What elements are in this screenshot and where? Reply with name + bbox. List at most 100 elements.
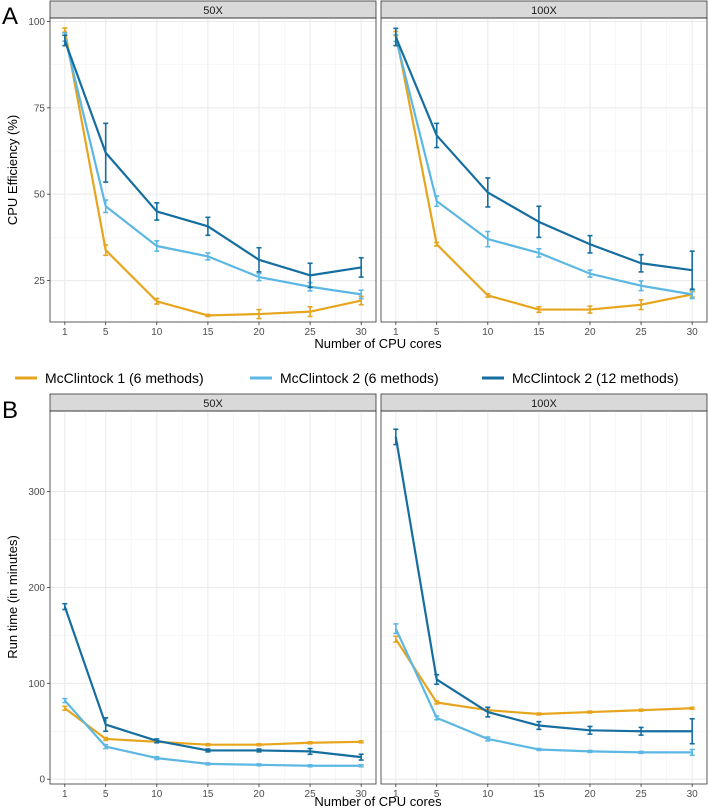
error-bar-mcclintock-1-6-methods — [154, 297, 160, 305]
error-bar-mcclintock-2-12-methods — [536, 720, 542, 731]
error-bar-mcclintock-2-12-methods — [434, 673, 440, 686]
panel-letter-b: B — [2, 397, 18, 424]
error-bar-mcclintock-2-6-methods — [638, 750, 644, 755]
y-axis-title-b: Run time (in minutes) — [5, 535, 20, 659]
error-bar-mcclintock-1-6-methods — [638, 299, 644, 311]
error-bar-mcclintock-1-6-methods — [256, 308, 262, 320]
error-bar-mcclintock-1-6-methods — [536, 712, 542, 716]
y-axis-ticks: 0 100 200 300 — [28, 487, 50, 786]
error-bar-mcclintock-2-6-methods — [307, 764, 313, 768]
error-bar-mcclintock-2-6-methods — [62, 697, 68, 704]
error-bar-mcclintock-1-6-methods — [587, 710, 593, 714]
legend: McClintock 1 (6 methods) McClintock 2 (6… — [15, 370, 679, 386]
legend-label-mcclintock2-6: McClintock 2 (6 methods) — [280, 370, 439, 386]
error-bar-mcclintock-1-6-methods — [62, 705, 68, 711]
x-axis-ticks: 1 5 10 15 20 25 30 — [62, 322, 367, 338]
legend-label-mcclintock2-12: McClintock 2 (12 methods) — [512, 370, 679, 386]
x-tick-label: 30 — [687, 789, 699, 800]
x-axis-title-a: Number of CPU cores — [314, 336, 442, 351]
error-bar-mcclintock-2-6-methods — [434, 715, 440, 721]
facet-title: 50X — [203, 5, 223, 17]
error-bar-mcclintock-2-12-methods — [393, 27, 399, 47]
y-axis-title-a: CPU Efficiency (%) — [5, 115, 20, 225]
x-tick-label: 25 — [305, 327, 317, 338]
error-bar-mcclintock-2-12-methods — [485, 177, 491, 208]
series-line-mcclintock-2-12-methods — [394, 436, 693, 733]
error-bar-mcclintock-2-6-methods — [689, 289, 695, 300]
error-bar-mcclintock-1-6-methods — [103, 736, 109, 742]
error-bar-mcclintock-1-6-methods — [536, 305, 542, 314]
error-bar-mcclintock-2-12-methods — [154, 738, 160, 744]
error-bar-mcclintock-2-6-methods — [689, 748, 695, 757]
error-bar-mcclintock-2-6-methods — [485, 736, 491, 742]
x-tick-label: 15 — [202, 789, 214, 800]
panel-b-facet-100x: 100X 1 5 10 15 20 25 30 — [380, 393, 708, 800]
x-tick-label: 10 — [151, 789, 163, 800]
y-axis-ticks: 25 50 75 100 — [28, 17, 50, 287]
error-bar-mcclintock-2-12-methods — [485, 706, 491, 718]
x-tick-label: 15 — [533, 327, 545, 338]
error-bar-mcclintock-2-6-methods — [358, 764, 364, 768]
x-tick-label: 1 — [393, 327, 399, 338]
x-tick-label: 1 — [62, 327, 68, 338]
error-bar-mcclintock-2-6-methods — [638, 280, 644, 292]
x-tick-label: 15 — [533, 789, 545, 800]
error-bar-mcclintock-2-6-methods — [205, 252, 211, 261]
error-bar-mcclintock-2-12-methods — [307, 747, 313, 756]
x-axis-title-b: Number of CPU cores — [314, 794, 442, 809]
y-tick-label: 75 — [34, 103, 46, 114]
error-bar-mcclintock-2-6-methods — [154, 240, 160, 252]
error-bar-mcclintock-2-12-methods — [307, 262, 313, 289]
error-bar-mcclintock-2-12-methods — [434, 122, 440, 149]
error-bar-mcclintock-2-12-methods — [256, 246, 262, 273]
legend-label-mcclintock1-6: McClintock 1 (6 methods) — [45, 370, 204, 386]
panel-letter-a: A — [2, 3, 18, 30]
facet-title: 50X — [203, 398, 223, 410]
error-bar-mcclintock-2-6-methods — [256, 272, 262, 282]
error-bar-mcclintock-2-6-methods — [536, 247, 542, 258]
x-tick-label: 25 — [305, 789, 317, 800]
series-line-mcclintock-2-6-methods — [63, 699, 362, 767]
facet-frame — [380, 17, 708, 323]
x-tick-label: 5 — [103, 789, 109, 800]
x-tick-label: 30 — [356, 327, 368, 338]
error-bar-mcclintock-1-6-methods — [62, 27, 68, 33]
x-tick-label: 20 — [584, 789, 596, 800]
grid — [50, 18, 376, 322]
error-bar-mcclintock-1-6-methods — [307, 741, 313, 745]
error-bar-mcclintock-2-6-methods — [256, 763, 262, 767]
x-tick-label: 10 — [482, 327, 494, 338]
error-bar-mcclintock-2-12-methods — [638, 253, 644, 273]
error-bar-mcclintock-2-12-methods — [205, 216, 211, 237]
x-tick-label: 20 — [253, 327, 265, 338]
error-bar-mcclintock-2-6-methods — [434, 195, 440, 208]
x-tick-label: 30 — [687, 327, 699, 338]
error-bar-mcclintock-2-12-methods — [103, 122, 109, 183]
error-bar-mcclintock-1-6-methods — [205, 313, 211, 318]
error-bar-mcclintock-2-12-methods — [587, 234, 593, 254]
error-bar-mcclintock-2-12-methods — [638, 726, 644, 736]
error-bar-mcclintock-2-6-methods — [358, 289, 364, 300]
panel-a-facet-100x: 100X 1 5 10 15 20 25 30 — [380, 0, 708, 338]
x-tick-label: 5 — [103, 327, 109, 338]
error-bar-mcclintock-1-6-methods — [485, 292, 491, 298]
error-bar-mcclintock-1-6-methods — [307, 305, 313, 318]
x-tick-label: 10 — [482, 789, 494, 800]
error-bar-mcclintock-2-6-methods — [103, 199, 109, 214]
error-bar-mcclintock-2-12-methods — [393, 428, 399, 446]
error-bar-mcclintock-1-6-methods — [638, 708, 644, 712]
error-bar-mcclintock-1-6-methods — [689, 706, 695, 711]
series-line-mcclintock-2-12-methods — [63, 606, 362, 759]
error-bar-mcclintock-1-6-methods — [434, 241, 440, 247]
error-bar-mcclintock-2-12-methods — [689, 717, 695, 745]
facet-title: 100X — [531, 398, 557, 410]
x-tick-label: 25 — [636, 789, 648, 800]
error-bar-mcclintock-2-12-methods — [62, 34, 68, 47]
facet-frame — [49, 17, 377, 323]
x-axis-ticks: 1 5 10 15 20 25 30 — [393, 784, 698, 800]
error-bar-mcclintock-1-6-methods — [358, 740, 364, 744]
series-line-mcclintock-2-6-methods — [394, 37, 693, 296]
